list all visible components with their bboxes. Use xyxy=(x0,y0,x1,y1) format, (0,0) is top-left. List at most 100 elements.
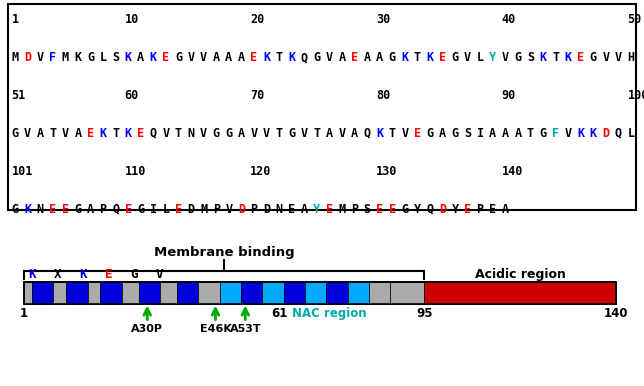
Text: E: E xyxy=(376,203,383,215)
Text: G: G xyxy=(590,51,597,64)
Text: A: A xyxy=(376,51,383,64)
Text: G: G xyxy=(225,127,232,140)
Text: G: G xyxy=(213,127,220,140)
Text: F: F xyxy=(552,127,559,140)
Text: 100: 100 xyxy=(627,89,644,102)
Text: A: A xyxy=(213,51,220,64)
Text: G: G xyxy=(137,203,144,215)
Text: G: G xyxy=(12,127,19,140)
Text: A: A xyxy=(363,51,370,64)
Text: 61: 61 xyxy=(271,307,288,320)
Text: E: E xyxy=(125,203,132,215)
Text: K: K xyxy=(150,51,157,64)
Text: A: A xyxy=(238,51,245,64)
Text: N: N xyxy=(276,203,283,215)
Text: K: K xyxy=(401,51,408,64)
Text: 70: 70 xyxy=(251,89,265,102)
Text: T: T xyxy=(388,127,396,140)
Text: A: A xyxy=(37,127,44,140)
Text: I: I xyxy=(477,127,484,140)
Text: K: K xyxy=(540,51,547,64)
Text: A: A xyxy=(351,127,358,140)
Bar xyxy=(24,282,616,304)
Text: A: A xyxy=(326,127,333,140)
Text: A: A xyxy=(301,203,308,215)
Text: NAC region: NAC region xyxy=(292,307,367,320)
Bar xyxy=(122,282,138,304)
Bar xyxy=(100,282,122,304)
Text: 101: 101 xyxy=(12,165,33,178)
Bar xyxy=(390,282,424,304)
Text: G: G xyxy=(426,127,433,140)
Text: 20: 20 xyxy=(251,13,265,26)
Text: A: A xyxy=(238,127,245,140)
Text: V: V xyxy=(200,127,207,140)
Text: G: G xyxy=(515,51,522,64)
Text: K: K xyxy=(74,51,82,64)
Text: V: V xyxy=(401,127,408,140)
Text: V: V xyxy=(502,51,509,64)
Text: L: L xyxy=(627,127,634,140)
Text: A: A xyxy=(225,51,232,64)
Text: 10: 10 xyxy=(125,13,139,26)
Text: T: T xyxy=(49,127,56,140)
Text: D: D xyxy=(238,203,245,215)
Text: P: P xyxy=(251,203,258,215)
Text: D: D xyxy=(24,51,31,64)
Text: P: P xyxy=(351,203,358,215)
Bar xyxy=(198,282,220,304)
Text: E: E xyxy=(413,127,421,140)
Text: G: G xyxy=(130,268,138,281)
Text: K: K xyxy=(24,203,31,215)
Text: E: E xyxy=(62,203,69,215)
Bar xyxy=(283,282,305,304)
Text: A: A xyxy=(489,127,497,140)
Text: L: L xyxy=(162,203,169,215)
Text: K: K xyxy=(125,127,132,140)
Text: Y: Y xyxy=(413,203,421,215)
Text: G: G xyxy=(540,127,547,140)
Text: M: M xyxy=(62,51,69,64)
Text: V: V xyxy=(301,127,308,140)
Text: 110: 110 xyxy=(125,165,146,178)
Text: E: E xyxy=(175,203,182,215)
Text: K: K xyxy=(263,51,270,64)
Text: E: E xyxy=(326,203,333,215)
Text: Membrane binding: Membrane binding xyxy=(154,246,294,259)
Text: V: V xyxy=(615,51,622,64)
Text: V: V xyxy=(602,51,609,64)
Text: D: D xyxy=(439,203,446,215)
Text: T: T xyxy=(313,127,320,140)
Text: S: S xyxy=(464,127,471,140)
Text: Y: Y xyxy=(451,203,459,215)
Text: S: S xyxy=(112,51,119,64)
Text: 1: 1 xyxy=(12,13,19,26)
Text: P: P xyxy=(477,203,484,215)
Text: S: S xyxy=(527,51,534,64)
Text: K: K xyxy=(288,51,295,64)
Text: 130: 130 xyxy=(376,165,397,178)
Text: G: G xyxy=(175,51,182,64)
Text: A: A xyxy=(502,203,509,215)
Bar xyxy=(305,282,327,304)
Text: G: G xyxy=(451,51,459,64)
Text: Y: Y xyxy=(313,203,320,215)
Text: 60: 60 xyxy=(125,89,139,102)
Text: T: T xyxy=(175,127,182,140)
Text: A30P: A30P xyxy=(131,323,163,334)
Text: V: V xyxy=(62,127,69,140)
Text: Acidic region: Acidic region xyxy=(475,268,565,281)
Bar xyxy=(220,282,241,304)
Bar xyxy=(88,282,100,304)
Text: K: K xyxy=(565,51,572,64)
Text: E: E xyxy=(104,268,112,281)
Text: G: G xyxy=(74,203,82,215)
Text: A: A xyxy=(87,203,94,215)
Text: K: K xyxy=(125,51,132,64)
Text: 50: 50 xyxy=(627,13,641,26)
Text: H: H xyxy=(627,51,634,64)
Text: 90: 90 xyxy=(502,89,516,102)
Text: Q: Q xyxy=(112,203,119,215)
Text: G: G xyxy=(87,51,94,64)
Text: M: M xyxy=(338,203,345,215)
